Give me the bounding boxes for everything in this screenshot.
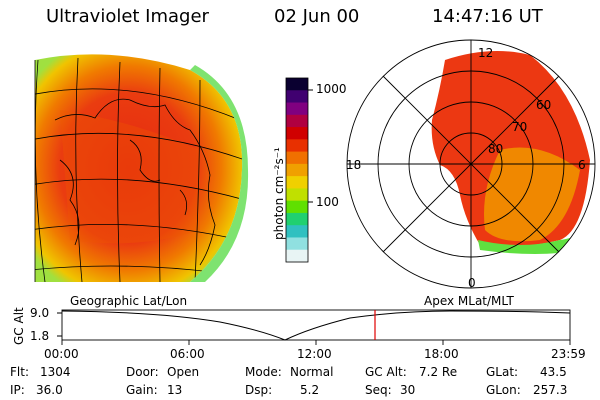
colorbar-segment (286, 237, 308, 251)
flt-label: Flt: (10, 365, 29, 379)
seq-value: 30 (400, 383, 416, 397)
door-label: Door: (126, 365, 159, 379)
colorbar-segment (286, 176, 308, 189)
apex-panel-label: Apex MLat/MLT (424, 294, 514, 308)
geographic-panel-label: Geographic Lat/Lon (70, 294, 188, 308)
altitude-axis-label: GC Alt (12, 307, 26, 345)
time-tick-1800: 18:00 (424, 347, 459, 361)
ip-value: 36.0 (36, 383, 63, 397)
colorbar-segment (286, 188, 308, 202)
flt-value: 1304 (40, 365, 71, 379)
colorbar-tick-1000: 1000 (316, 82, 347, 96)
polar-lat-80: 80 (488, 142, 504, 156)
instrument-title: Ultraviolet Imager (46, 6, 209, 27)
polar-label-6: 6 (578, 158, 586, 172)
door-value: Open (167, 365, 200, 379)
gcalt-value: 7.2 Re (419, 365, 458, 379)
polar-lat-70: 70 (512, 120, 528, 134)
colorbar-segment (286, 78, 308, 91)
time-label: 14:47:16 UT (432, 6, 543, 27)
time-tick-1200: 12:00 (297, 347, 332, 361)
glon-label: GLon: (486, 383, 521, 397)
colorbar-segment (286, 163, 308, 177)
mode-value: Normal (290, 365, 334, 379)
glat-value: 43.5 (540, 365, 567, 379)
seq-label: Seq: (365, 383, 392, 397)
time-tick-0000: 00:00 (44, 347, 79, 361)
colorbar-segment (286, 151, 308, 165)
gain-value: 13 (167, 383, 183, 397)
colorbar-segment (286, 225, 308, 238)
colorbar-segment (286, 200, 308, 214)
colorbar-tick-100: 100 (316, 195, 339, 209)
colorbar-segment (286, 249, 308, 263)
time-tick-2359: 23:59 (551, 347, 586, 361)
date-label: 02 Jun 00 (274, 6, 360, 27)
ip-label: IP: (10, 383, 25, 397)
gcalt-label: GC Alt: (365, 365, 407, 379)
dsp-value: 5.2 (300, 383, 320, 397)
polar-label-0: 0 (468, 276, 476, 290)
gain-label: Gain: (126, 383, 158, 397)
polar-grid (346, 39, 596, 289)
colorbar-segment (286, 102, 308, 116)
coastline-map (54, 98, 216, 266)
polar-label-12: 12 (478, 46, 494, 60)
glon-value: 257.3 (533, 383, 568, 397)
mode-label: Mode: (245, 365, 282, 379)
colorbar-segment (286, 114, 308, 128)
time-tick-0600: 06:00 (170, 347, 205, 361)
colorbar-segment (286, 127, 308, 140)
dsp-label: Dsp: (245, 383, 273, 397)
altitude-tick-9: 9.0 (30, 306, 50, 320)
colorbar-segment (286, 90, 308, 104)
colorbar-segment (286, 212, 308, 226)
geographic-grid (35, 57, 243, 282)
polar-label-18: 18 (346, 158, 362, 172)
altitude-tick-1-8: 1.8 (30, 329, 50, 343)
colorbar-segment (286, 139, 308, 153)
polar-lat-60: 60 (536, 98, 552, 112)
glat-label: GLat: (486, 365, 519, 379)
